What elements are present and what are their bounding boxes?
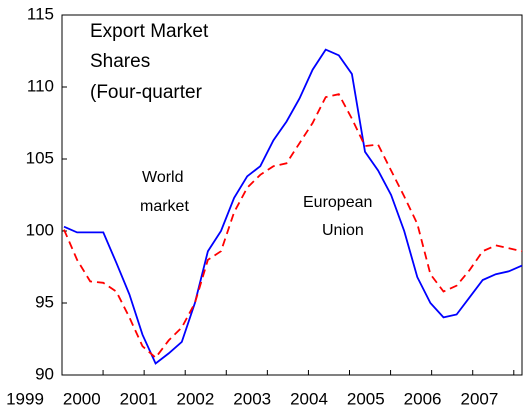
x-tick-label: 2007 (460, 389, 498, 408)
series-line (63, 93, 523, 360)
x-tick-label: 2001 (120, 389, 158, 408)
y-tick-label: 100 (26, 220, 54, 239)
annotation: market (140, 198, 189, 215)
chart-title: Shares (90, 51, 150, 72)
x-tick-label: 2003 (233, 389, 271, 408)
x-tick-label: 2000 (63, 389, 101, 408)
annotation: Union (322, 222, 364, 239)
y-tick-label: 110 (27, 76, 54, 95)
y-tick-label: 115 (27, 4, 54, 23)
y-tick-label: 95 (35, 292, 54, 311)
series-line (63, 48, 523, 365)
x-tick-label: 2004 (290, 389, 328, 408)
chart-title: (Four-quarter (90, 82, 203, 103)
plot-frame (61, 14, 523, 376)
x-tick-label: 2006 (404, 389, 442, 408)
y-tick-label: 90 (35, 364, 54, 383)
x-tick-label: 1999 (6, 389, 44, 408)
x-tick-label: 2005 (347, 389, 385, 408)
annotation: European (303, 194, 372, 211)
annotation: World (142, 169, 184, 186)
chart-title: Export Market (90, 21, 209, 42)
y-tick-label: 105 (26, 148, 54, 167)
x-tick-label: 2002 (176, 389, 214, 408)
